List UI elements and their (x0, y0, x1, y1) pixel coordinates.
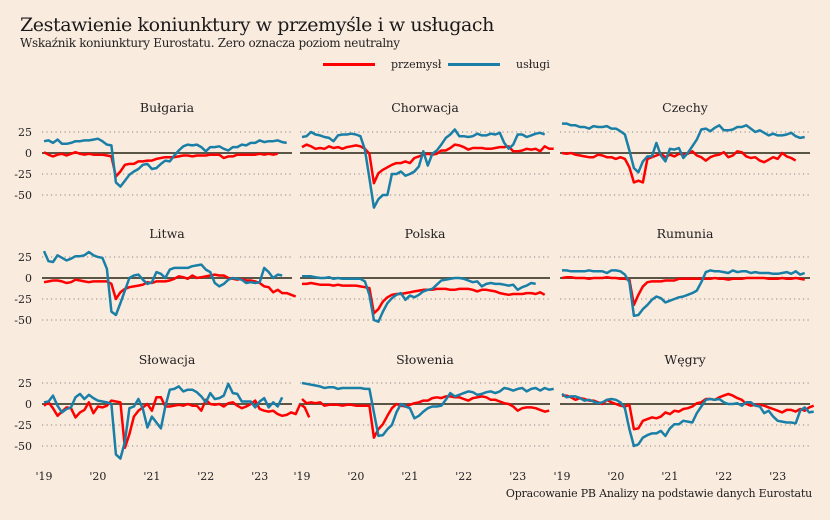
legend-item-przemysl: przemysł (323, 58, 441, 71)
x-tick-label: '21 (143, 470, 160, 483)
y-tick-label: -50 (14, 440, 32, 453)
series-line-uslugi (43, 137, 287, 188)
panel-węgry: Węgry '19 '20 '21 '22 '23 (553, 352, 815, 483)
series-line-uslugi (562, 269, 806, 318)
series-line-przemysl (301, 395, 550, 439)
series-line-uslugi (562, 122, 805, 174)
y-tick-label: 0 (25, 398, 32, 411)
series-line-przemysl (43, 396, 311, 449)
panel-słowacja: Słowacja 25 0 -25 -50 '19 '20 '21 '22 '23 (14, 352, 311, 483)
x-tick-label: '23 (769, 470, 786, 483)
series-line-przemysl (561, 275, 805, 307)
series-line-przemysl (301, 143, 554, 185)
x-tick-label: '19 (35, 470, 52, 483)
x-tick-label: '20 (607, 470, 624, 483)
series-line-uslugi (43, 382, 284, 460)
panel-słowenia: Słowenia '19 '20 '21 '22 '23 (293, 352, 554, 483)
panel-title: Słowacja (139, 352, 196, 367)
legend-label-uslugi: usługi (516, 58, 550, 71)
chart-title: Zestawienie koniunktury w przemyśle i w … (20, 14, 494, 36)
y-tick-label: 25 (18, 377, 32, 390)
y-tick-label: 25 (18, 126, 32, 139)
series-line-przemysl (43, 273, 297, 301)
panel-title: Bułgaria (140, 100, 195, 115)
legend-swatch-uslugi (448, 63, 500, 66)
y-tick-label: -50 (14, 189, 32, 202)
series-line-przemysl (562, 392, 815, 431)
panel-title: Węgry (664, 352, 706, 367)
panel-polska: Polska (300, 226, 550, 323)
x-tick-label: '20 (89, 470, 106, 483)
source-note: Opracowanie PB Analizy na podstawie dany… (505, 487, 812, 500)
y-tick-label: -25 (14, 293, 32, 306)
panel-title: Polska (405, 226, 446, 241)
series-line-uslugi (301, 128, 546, 209)
panel-title: Słowenia (396, 352, 454, 367)
series-line-przemysl (43, 150, 278, 178)
panel-title: Czechy (662, 100, 709, 115)
legend-item-uslugi: usługi (448, 58, 550, 71)
y-tick-label: 0 (25, 272, 32, 285)
series-line-uslugi (301, 381, 554, 438)
series-line-przemysl (302, 281, 546, 315)
panel-chorwacja: Chorwacja (300, 100, 554, 209)
series-line-uslugi (302, 275, 536, 323)
x-tick-label: '23 (509, 470, 526, 483)
panel-title: Chorwacja (391, 100, 459, 115)
x-tick-label: '21 (401, 470, 418, 483)
panel-czechy: Czechy (560, 100, 810, 196)
x-tick-label: '22 (715, 470, 732, 483)
series-line-uslugi (42, 250, 283, 317)
x-tick-label: '22 (197, 470, 214, 483)
legend-label-przemysl: przemysł (391, 58, 442, 71)
x-tick-label: '20 (347, 470, 364, 483)
chart-subtitle: Wskaźnik koniunktury Eurostatu. Zero ozn… (20, 36, 400, 50)
series-line-przemysl (561, 150, 797, 184)
y-tick-label: 25 (18, 251, 32, 264)
x-tick-label: '23 (251, 470, 268, 483)
x-tick-label: '22 (455, 470, 472, 483)
x-tick-label: '19 (553, 470, 570, 483)
y-tick-label: -25 (14, 168, 32, 181)
x-tick-label: '19 (293, 470, 310, 483)
panel-rumunia: Rumunia (560, 226, 810, 321)
y-tick-label: -25 (14, 419, 32, 432)
panel-litwa: Litwa 25 0 -25 -50 (14, 226, 297, 327)
series-line-uslugi (561, 392, 814, 448)
legend: przemysł usługi (0, 58, 830, 78)
panel-title: Litwa (149, 226, 185, 241)
y-tick-label: 0 (25, 147, 32, 160)
legend-swatch-przemysl (323, 63, 375, 66)
panel-bułgaria: Bułgaria 25 0 -25 -50 (14, 100, 292, 202)
panel-title: Rumunia (657, 226, 714, 241)
x-tick-label: '21 (661, 470, 678, 483)
y-tick-label: -50 (14, 314, 32, 327)
